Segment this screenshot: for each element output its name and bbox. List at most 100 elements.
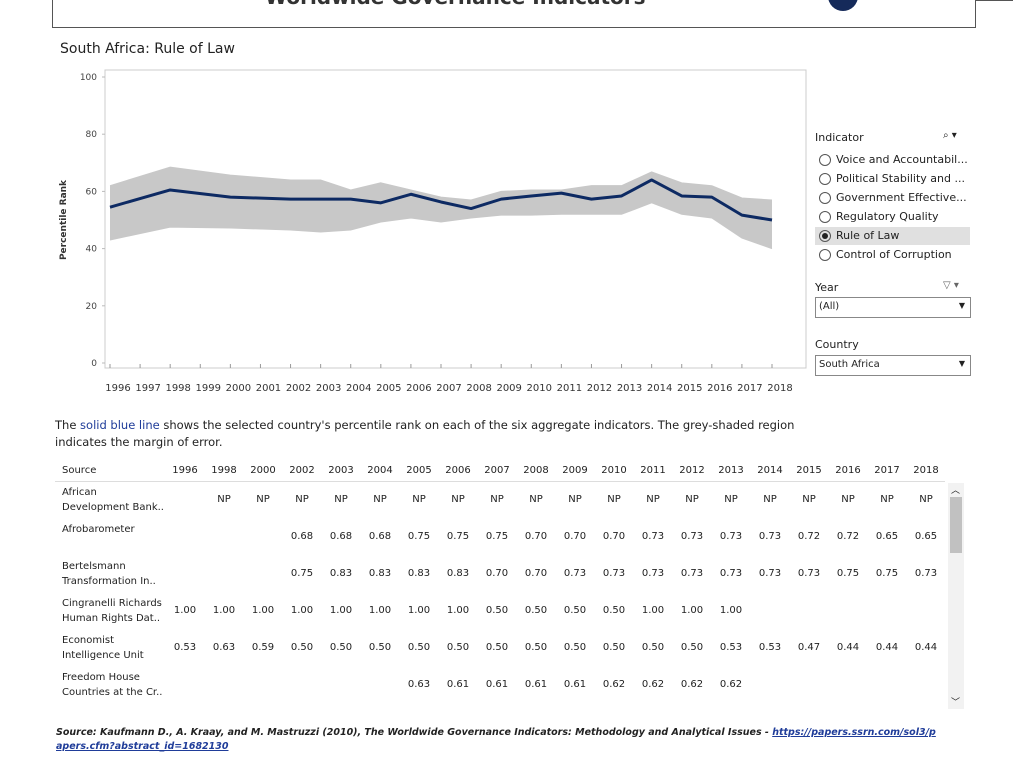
table-header: 2013 — [718, 465, 744, 476]
y-tick-label: 100 — [80, 73, 97, 83]
table-cell: 0.50 — [407, 642, 431, 653]
radio-option[interactable]: Control of Corruption — [815, 246, 970, 264]
scroll-up[interactable]: ︿ — [951, 486, 961, 496]
plot-frame — [104, 69, 807, 369]
row-label: Bertelsmann Transformation In.. — [62, 561, 156, 587]
radio-button[interactable] — [819, 230, 831, 242]
radio-button[interactable] — [819, 211, 831, 223]
table-cell: 0.53 — [173, 642, 197, 653]
table-header: 2003 — [328, 465, 354, 476]
table-cell: NP — [412, 494, 426, 505]
margin-band-fill — [110, 167, 772, 249]
radio-option[interactable]: Political Stability and ... — [815, 170, 970, 188]
table-header: 2010 — [601, 465, 627, 476]
row-label: Economist Intelligence Unit — [62, 635, 144, 661]
x-tick-label: 1998 — [165, 383, 190, 394]
table-cell: 0.50 — [563, 605, 587, 616]
source-link[interactable]: https://papers.ssrn.com/sol3/papers.cfm?… — [56, 727, 936, 752]
table-header: 2000 — [250, 465, 276, 476]
search-icon[interactable]: ⌕ ▾ — [943, 130, 957, 141]
table-cell: 0.50 — [602, 605, 626, 616]
description-text: The — [55, 418, 81, 432]
table-cell: 0.73 — [914, 568, 938, 579]
header-frame: Worldwide Governance Indicators — [52, 0, 976, 28]
y-axis-label: Percentile Rank — [59, 179, 69, 260]
table-header: 2005 — [406, 465, 432, 476]
radio-label: Political Stability and ... — [836, 172, 965, 185]
y-tick-label: 40 — [86, 245, 98, 255]
x-tick-label: 2006 — [406, 383, 431, 394]
table-cell: 0.73 — [641, 568, 665, 579]
radio-option[interactable]: Regulatory Quality — [815, 208, 970, 226]
table-cell: 0.50 — [524, 642, 548, 653]
table-cell: 0.73 — [641, 531, 665, 542]
scroll-down[interactable]: ﹀ — [951, 698, 961, 708]
dropdown[interactable]: (All) ▼ — [815, 297, 971, 318]
table-cell: 0.73 — [719, 568, 743, 579]
table-cell: 1.00 — [290, 605, 314, 616]
dropdown[interactable]: South Africa ▼ — [815, 355, 971, 376]
margin-upper — [109, 166, 773, 201]
x-tick-label: 2005 — [376, 383, 401, 394]
table-header: 2016 — [835, 465, 861, 476]
radio-option[interactable]: Government Effective... — [815, 189, 970, 207]
table-cell: 0.73 — [602, 568, 626, 579]
table-cell: NP — [685, 494, 699, 505]
table-cell: 0.72 — [797, 531, 821, 542]
table-header: 2012 — [679, 465, 705, 476]
filter-icon[interactable]: ▽ ▾ — [943, 280, 959, 291]
table-cell: NP — [880, 494, 894, 505]
table-cell: 0.62 — [680, 679, 704, 690]
table-header: Source — [62, 465, 97, 476]
radio-button[interactable] — [819, 154, 831, 166]
table-cell: 0.44 — [836, 642, 860, 653]
table-cell: 0.75 — [875, 568, 899, 579]
radio-option[interactable]: Voice and Accountabil... — [815, 151, 970, 169]
table-header: 2014 — [757, 465, 783, 476]
table-cell: 0.50 — [290, 642, 314, 653]
table-cell: 0.50 — [485, 642, 509, 653]
table-cell: 0.68 — [368, 531, 392, 542]
table-cell: 0.73 — [758, 531, 782, 542]
table-cell: 0.63 — [407, 679, 431, 690]
table-cell: 0.75 — [836, 568, 860, 579]
table-cell: 0.70 — [524, 531, 548, 542]
scrollbar[interactable]: ︿ ﹀ — [948, 483, 964, 709]
table-cell: 0.83 — [329, 568, 353, 579]
radio-label: Rule of Law — [836, 229, 900, 242]
table-header: 2009 — [562, 465, 588, 476]
table-cell: 0.72 — [836, 531, 860, 542]
scroll-thumb[interactable] — [950, 497, 962, 553]
table-cell: 0.83 — [446, 568, 470, 579]
radio-button[interactable] — [819, 173, 831, 185]
table-cell: 0.59 — [251, 642, 275, 653]
table-cell: NP — [607, 494, 621, 505]
table-cell: 0.44 — [875, 642, 899, 653]
table-cell: 1.00 — [368, 605, 392, 616]
table-header: 2011 — [640, 465, 666, 476]
radio-button[interactable] — [819, 249, 831, 261]
table-cell: 0.62 — [602, 679, 626, 690]
table-cell: 0.68 — [290, 531, 314, 542]
table-header: 2007 — [484, 465, 510, 476]
radio-button[interactable] — [819, 192, 831, 204]
x-tick-label: 2015 — [677, 383, 702, 394]
table-cell: 0.70 — [485, 568, 509, 579]
table-cell: 0.61 — [485, 679, 509, 690]
radio-option[interactable]: Rule of Law — [815, 227, 970, 245]
top-rule — [975, 0, 1013, 1]
table-header: 2008 — [523, 465, 549, 476]
table-header: 2018 — [913, 465, 939, 476]
radio-label: Control of Corruption — [836, 248, 952, 261]
table-cell: 0.83 — [407, 568, 431, 579]
source-note: Source: Kaufmann D., A. Kraay, and M. Ma… — [56, 726, 936, 754]
table-cell: NP — [295, 494, 309, 505]
table-cell: NP — [256, 494, 270, 505]
row-label: Cingranelli Richards Human Rights Dat.. — [62, 598, 162, 624]
x-tick-label: 1997 — [135, 383, 160, 394]
table-cell: NP — [724, 494, 738, 505]
x-tick-label: 2003 — [316, 383, 341, 394]
header-icon[interactable] — [828, 0, 858, 11]
filter-label: Country — [815, 338, 859, 351]
table-header: 2002 — [289, 465, 315, 476]
